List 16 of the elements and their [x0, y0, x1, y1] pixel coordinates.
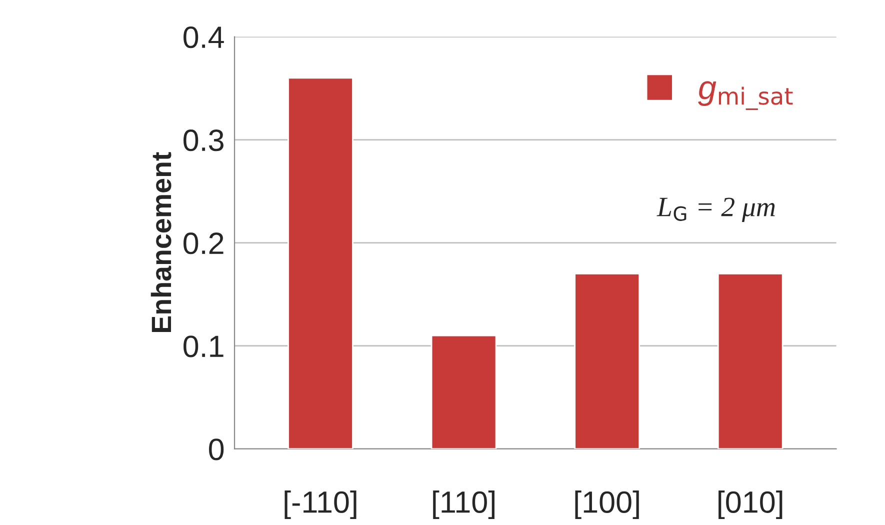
x-tick-label: [010]	[718, 490, 782, 520]
y-axis-title: Enhancement	[150, 152, 172, 332]
annotation: L$_{G}$ = 2 μm	[656, 198, 775, 222]
x-tick-label: [110]	[433, 490, 494, 520]
bar	[430, 334, 497, 449]
y-tick-label: 0.2	[184, 232, 224, 254]
x-tick-label: [100]	[575, 490, 639, 520]
y-tick-label: 0	[209, 438, 224, 460]
y-tick-label: 0.3	[184, 130, 224, 152]
bar	[574, 273, 640, 449]
legend-label: g$_{mi_sat}$	[698, 81, 793, 110]
bar	[288, 77, 354, 449]
x-tick-label: [-110]	[284, 490, 356, 520]
y-tick-label: 0.1	[184, 336, 224, 358]
y-tick-label: 0.4	[184, 26, 224, 48]
bar	[717, 273, 784, 449]
